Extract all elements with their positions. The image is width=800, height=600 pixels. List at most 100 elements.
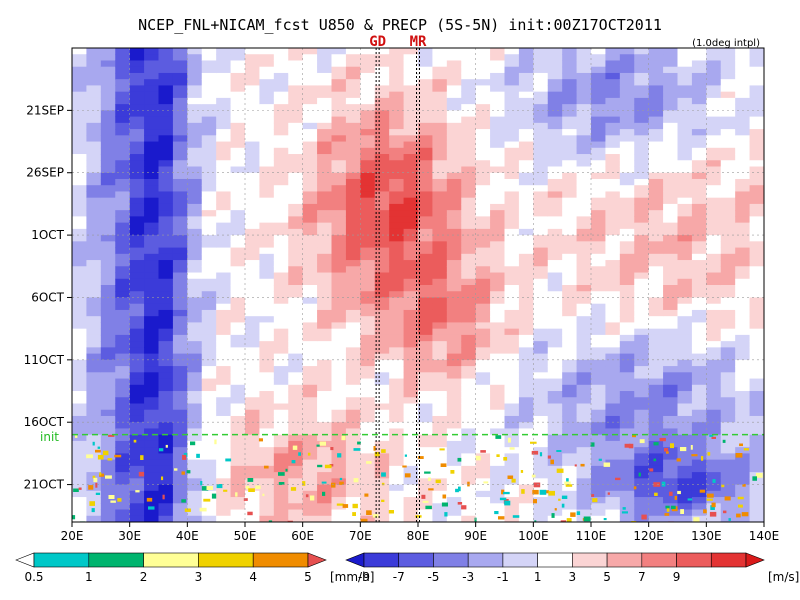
u850-cell [158,228,174,236]
u850-cell [461,210,477,217]
u850-cell [562,141,578,149]
u850-cell [288,353,304,361]
u850-cell [216,409,232,417]
u850-cell [663,403,678,411]
u850-cell [518,303,534,311]
u850-cell [418,166,433,174]
u850-cell [504,428,520,436]
u850-cell [389,185,405,192]
u850-cell [230,141,246,149]
u850-cell [345,266,361,274]
u850-cell [533,260,549,267]
precip-cell [190,441,196,446]
u850-cell [418,334,433,342]
u850-cell [634,297,650,305]
u850-cell [288,147,304,155]
u850-cell [706,66,722,74]
u850-cell [446,116,462,124]
u850-cell [187,422,203,429]
u850-cell [720,60,736,68]
u850-cell [187,72,203,80]
u850-cell [374,384,390,392]
u850-cell [475,322,491,330]
u850-cell [317,141,332,149]
u850-cell [317,178,332,186]
u850-cell [605,291,621,298]
u850-cell [115,116,131,124]
u850-cell [72,116,87,124]
u850-cell [475,391,491,398]
u850-cell [201,110,217,118]
u850-cell [245,185,260,192]
precip-cell [670,443,674,449]
u850-cell [172,359,188,367]
precip-cell [307,452,311,456]
u850-cell [749,384,764,392]
u850-cell [216,147,232,155]
u850-cell [663,478,678,486]
u850-cell [562,48,578,55]
u850-cell [475,97,491,105]
u850-cell [490,48,505,55]
u850-cell [331,503,347,511]
u850-cell [72,341,87,348]
u850-cell [86,272,102,280]
x-tick-label: 140E [749,529,780,543]
u850-cell [360,415,376,423]
u850-cell [144,422,159,429]
u850-cell [475,397,491,404]
u850-cell [100,185,116,192]
u850-cell [735,216,751,224]
u850-cell [187,278,203,286]
u850-cell [691,465,707,473]
u850-cell [72,178,87,186]
colorbar-segment [363,552,400,568]
u850-cell [562,79,578,86]
u850-cell [115,97,131,105]
u850-cell [648,334,664,342]
u850-cell [461,197,477,205]
u850-cell [605,359,621,367]
u850-cell [562,334,578,342]
u850-cell [259,272,275,280]
u850-cell [518,154,534,161]
u850-cell [172,228,188,236]
u850-cell [345,85,361,93]
u850-cell [187,384,203,392]
u850-cell [518,409,534,417]
u850-cell [360,391,376,398]
u850-cell [605,297,621,305]
u850-cell [187,328,203,336]
u850-cell [418,490,433,498]
u850-cell [504,391,520,398]
u850-cell [201,166,217,174]
u850-cell [317,85,332,93]
u850-cell [418,116,433,124]
u850-cell [345,247,361,255]
u850-cell [418,440,433,448]
u850-cell [403,322,419,330]
u850-cell [461,484,477,492]
u850-cell [86,66,102,74]
u850-cell [144,160,159,167]
u850-cell [317,154,332,161]
u850-cell [490,341,505,348]
u850-cell [317,447,332,454]
u850-cell [172,322,188,330]
u850-cell [720,141,736,149]
u850-cell [591,459,606,467]
u850-cell [547,372,563,380]
u850-cell [144,291,159,298]
u850-cell [216,378,232,386]
precip-cell [676,458,681,462]
u850-cell [403,503,419,511]
u850-cell [273,260,289,267]
u850-cell [129,97,145,105]
u850-cell [172,297,188,305]
u850-cell [591,260,606,267]
u850-cell [749,203,764,211]
u850-cell [576,459,592,467]
u850-cell [749,341,764,348]
u850-cell [273,241,289,249]
u850-cell [288,79,304,86]
